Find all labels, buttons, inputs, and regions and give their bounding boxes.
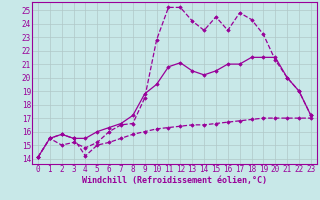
X-axis label: Windchill (Refroidissement éolien,°C): Windchill (Refroidissement éolien,°C) <box>82 176 267 185</box>
